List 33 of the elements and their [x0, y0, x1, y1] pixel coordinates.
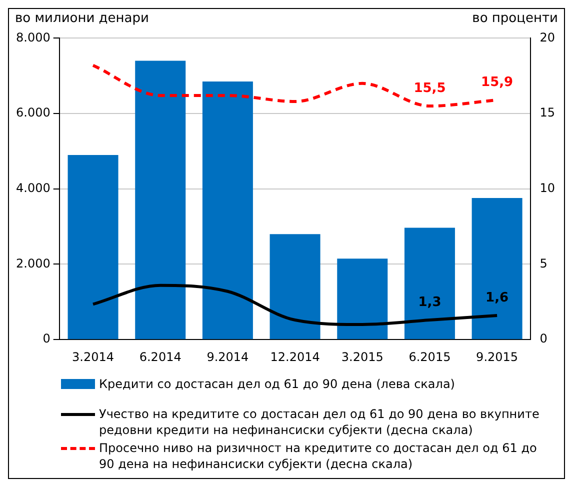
data-label: 1,3: [418, 295, 442, 310]
bar: [68, 154, 118, 340]
y2-tick-label: 0: [540, 332, 548, 346]
y2-tick-label: 20: [540, 30, 556, 44]
y2-axis-title: во проценти: [472, 11, 558, 26]
data-label: 15,9: [481, 74, 514, 90]
x-tick-label: 6.2015: [408, 350, 451, 364]
y-tick-label: 8.000: [16, 30, 50, 44]
data-label: 1,6: [486, 290, 509, 306]
data-label: 15,5: [414, 81, 446, 96]
y-axis-title: во милиони денари: [15, 11, 149, 26]
y2-tick-label: 15: [540, 106, 556, 120]
bar: [472, 198, 522, 340]
x-tick-label: 3.2014: [72, 350, 114, 364]
legend-label: Кредити со достасан дел од 61 до 90 дена (лева скала): [99, 376, 455, 392]
bar: [202, 82, 253, 340]
x-tick-label: 3.2015: [341, 350, 384, 364]
y-tick-label: 0: [42, 332, 50, 346]
bar: [135, 60, 186, 340]
legend-label: Учество на кредитите со достасан дел од 61 до 90 дена во вкупните редовни кредити на нефинансиски субјекти (десна скала): [99, 406, 540, 438]
bar: [404, 228, 455, 340]
y-tick-label: 2.000: [16, 256, 50, 270]
y2-tick-label: 5: [540, 256, 548, 270]
y-tick-label: 4.000: [16, 181, 50, 196]
bar: [270, 234, 320, 340]
x-tick-label: 9.2014: [206, 350, 249, 364]
bar: [337, 258, 388, 340]
x-tick-label: 12.2014: [270, 350, 320, 364]
legend-label: Просечно ниво на ризичност на кредитите со достасан дел од 61 до 90 дена на нефинансиски субјекти (десна скала): [99, 440, 538, 472]
y2-tick-label: 10: [540, 181, 556, 196]
x-tick-label: 6.2014: [139, 350, 182, 364]
x-tick-label: 9.2015: [476, 350, 518, 364]
y-tick-label: 6.000: [16, 106, 50, 120]
